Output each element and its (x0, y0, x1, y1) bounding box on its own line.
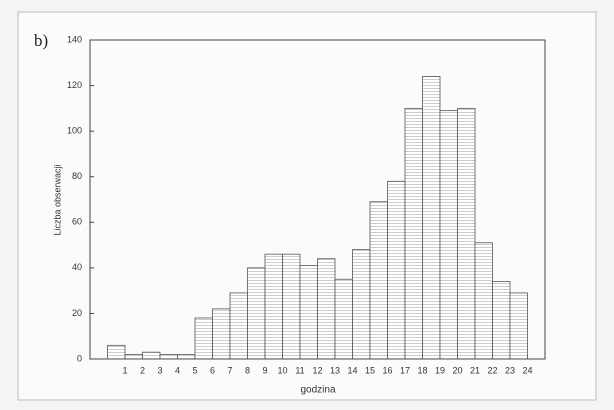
x-tick-label: 1 (122, 365, 127, 375)
bar (194, 317, 213, 360)
bar (282, 253, 301, 360)
x-tick-label: 12 (312, 365, 322, 375)
y-tick-label: 100 (67, 126, 82, 136)
bar (369, 201, 388, 360)
y-tick-label: 0 (77, 353, 82, 363)
x-tick-label: 22 (487, 365, 497, 375)
x-tick-label: 19 (435, 365, 445, 375)
x-tick-label: 7 (227, 365, 232, 375)
bar (142, 351, 161, 360)
y-tick-label: 40 (72, 262, 82, 272)
y-axis-label: Liczba obserwacji (52, 164, 62, 235)
bar (229, 292, 248, 360)
y-tick-label: 80 (72, 171, 82, 181)
x-tick-label: 11 (295, 365, 304, 375)
bar (299, 265, 318, 360)
x-tick-label: 18 (417, 365, 427, 375)
bar (264, 253, 283, 360)
y-tick-label: 20 (72, 308, 82, 318)
bar (352, 249, 371, 360)
x-tick-label: 23 (505, 365, 515, 375)
bar (124, 354, 143, 360)
x-tick-label: 8 (245, 365, 250, 375)
bar (492, 281, 511, 360)
bar (457, 107, 476, 360)
panel-label: b) (34, 31, 48, 50)
x-tick-label: 4 (175, 365, 180, 375)
bar (334, 278, 353, 360)
bar (247, 267, 266, 360)
x-tick-label: 2 (140, 365, 145, 375)
x-tick-label: 5 (192, 365, 197, 375)
x-tick-label: 9 (262, 365, 267, 375)
bar (439, 110, 458, 360)
bar (107, 344, 126, 360)
bar (212, 308, 231, 360)
x-tick-label: 10 (277, 365, 287, 375)
y-tick-label: 120 (67, 80, 82, 90)
bar (474, 242, 493, 360)
bar (317, 258, 336, 360)
bar (159, 354, 178, 360)
bar (177, 354, 196, 360)
x-tick-label: 16 (382, 365, 392, 375)
x-tick-label: 17 (400, 365, 410, 375)
x-tick-label: 13 (330, 365, 340, 375)
x-tick-label: 24 (522, 365, 532, 375)
x-tick-label: 15 (365, 365, 375, 375)
y-tick-label: 140 (67, 34, 82, 44)
x-tick-label: 6 (210, 365, 215, 375)
y-tick-label: 60 (72, 217, 82, 227)
x-tick-label: 21 (470, 365, 480, 375)
x-tick-label: 3 (157, 365, 162, 375)
x-axis-label: godzina (300, 385, 335, 396)
x-tick-label: 20 (452, 365, 462, 375)
bar (404, 107, 423, 360)
bar (422, 76, 441, 360)
x-tick-label: 14 (347, 365, 357, 375)
bar (509, 292, 528, 360)
bar (387, 180, 406, 360)
